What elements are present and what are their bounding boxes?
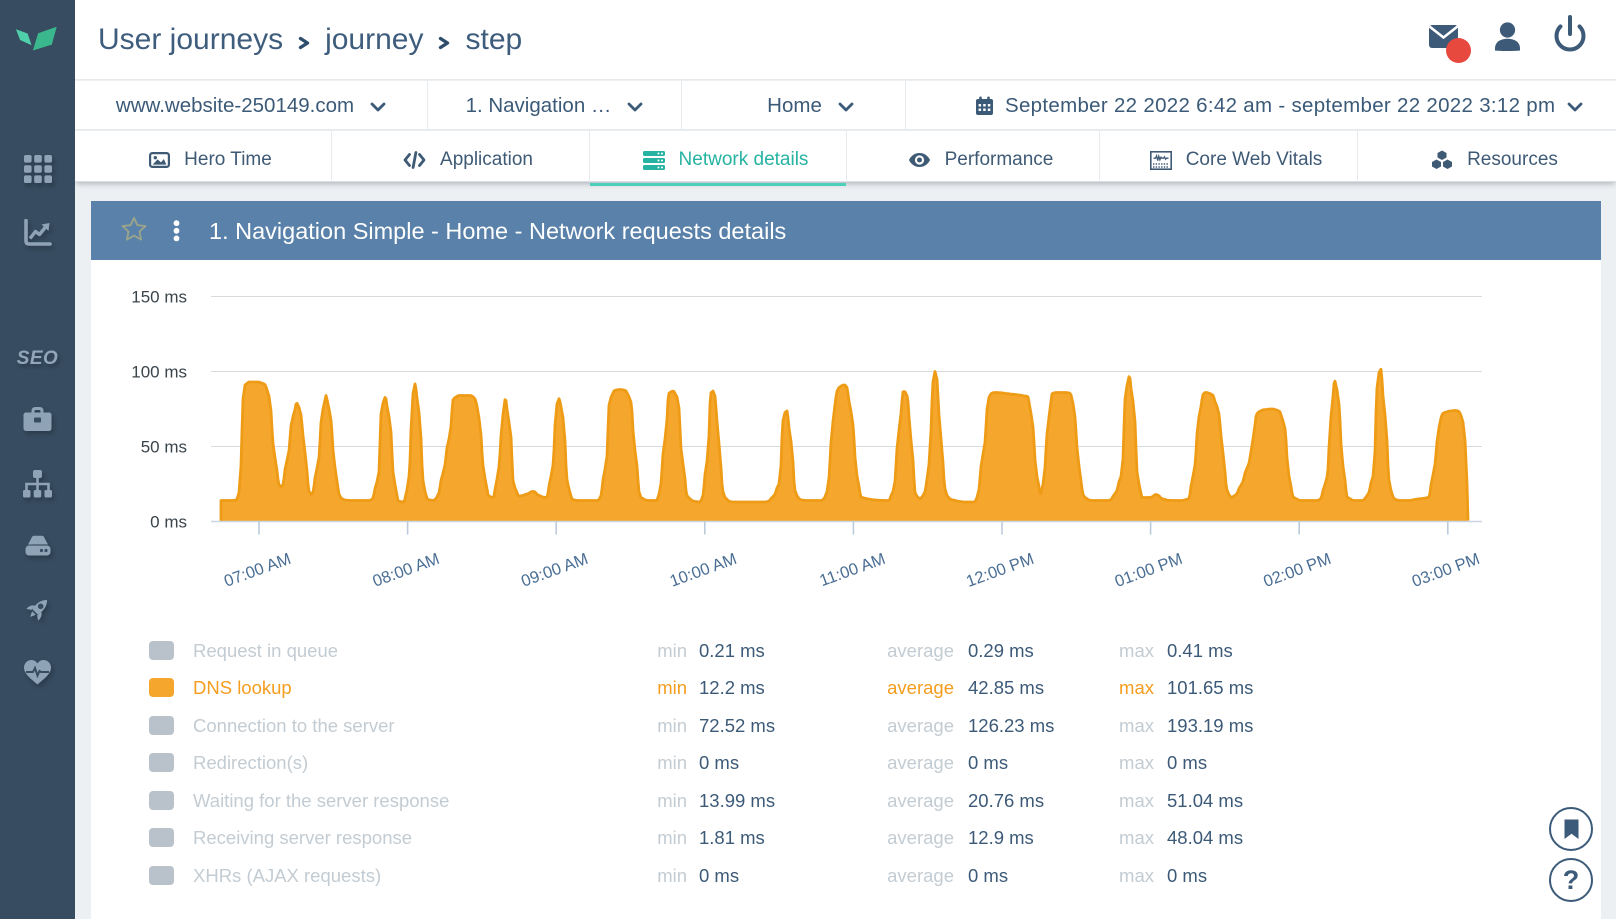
svg-text:12:00 PM: 12:00 PM [964, 550, 1037, 591]
svg-text:0 ms: 0 ms [150, 513, 187, 532]
svg-text:150 ms: 150 ms [131, 288, 187, 307]
svg-text:07:00 AM: 07:00 AM [222, 550, 294, 591]
svg-text:08:00 AM: 08:00 AM [370, 550, 442, 591]
svg-text:09:00 AM: 09:00 AM [519, 550, 591, 591]
svg-text:100 ms: 100 ms [131, 363, 187, 382]
svg-text:10:00 AM: 10:00 AM [667, 550, 739, 591]
svg-text:11:00 AM: 11:00 AM [817, 550, 888, 590]
svg-text:02:00 PM: 02:00 PM [1261, 550, 1334, 591]
svg-text:03:00 PM: 03:00 PM [1410, 550, 1483, 591]
svg-text:01:00 PM: 01:00 PM [1112, 550, 1185, 591]
svg-text:50 ms: 50 ms [141, 438, 187, 457]
